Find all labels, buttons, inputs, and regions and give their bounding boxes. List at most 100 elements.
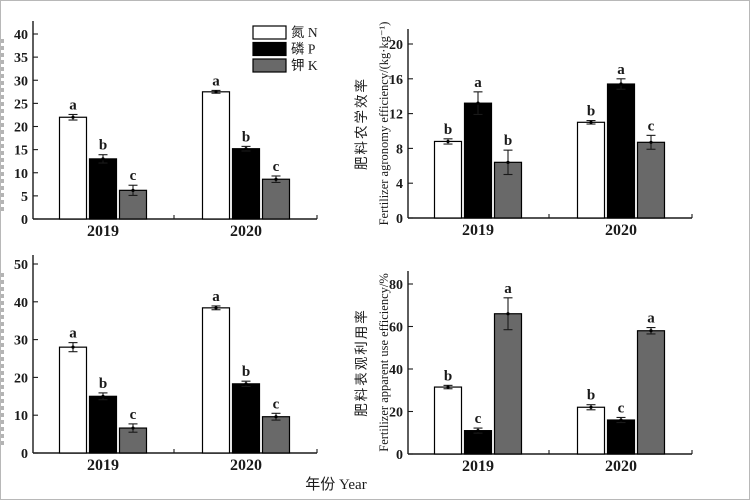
sig-letter: c bbox=[130, 407, 137, 423]
sig-letter: a bbox=[647, 311, 655, 327]
bar bbox=[261, 178, 291, 220]
legend-label: 磷 P bbox=[291, 42, 315, 57]
bar bbox=[636, 330, 666, 455]
year-label: 2019 bbox=[462, 458, 494, 475]
bar-chart-panel-top-right: 0 4 8 12 16 20 b b a a b c 2019 2020 肥料农学效率 Fertilizer … bbox=[353, 22, 693, 239]
y-tick-label: 35 bbox=[14, 51, 28, 66]
y-tick-label: 50 bbox=[14, 258, 28, 273]
mean-dot bbox=[214, 306, 218, 310]
y-tick-label: 20 bbox=[389, 38, 403, 53]
sig-letter: c bbox=[648, 118, 655, 134]
bar-chart-panel-bottom-right: 0 20 40 60 80 b b c c a a 2019 2020 肥料表观利用率 Fertilizer… bbox=[353, 271, 693, 475]
year-label: 2020 bbox=[605, 222, 637, 239]
sig-letter: c bbox=[475, 411, 482, 427]
legend-swatch bbox=[252, 58, 287, 73]
mean-dot bbox=[589, 405, 593, 409]
mean-dot bbox=[589, 120, 593, 124]
mean-dot bbox=[446, 139, 450, 144]
sig-letter: b bbox=[242, 129, 250, 145]
sig-letter: b bbox=[242, 364, 250, 380]
bar bbox=[261, 416, 291, 454]
mean-dot bbox=[274, 415, 278, 419]
y-tick-label: 80 bbox=[389, 278, 403, 293]
legend-label: 钾 K bbox=[291, 58, 318, 73]
sig-letter: b bbox=[587, 388, 595, 404]
bar-chart-panel-bottom-left: 0 10 20 30 40 50 a a b b c c 2019 2020 bbox=[1, 255, 318, 474]
bar bbox=[231, 148, 261, 220]
sig-letter: c bbox=[618, 400, 625, 416]
mean-dot bbox=[101, 394, 105, 398]
y-tick-label: 60 bbox=[389, 321, 403, 336]
mean-dot bbox=[131, 188, 135, 192]
mean-dot bbox=[506, 160, 510, 164]
y-tick-label: 40 bbox=[389, 363, 403, 378]
y-tick-label: 25 bbox=[14, 97, 28, 112]
legend-label: 氮 N bbox=[291, 25, 318, 40]
mean-dot bbox=[274, 177, 278, 181]
y-axis-title-cn: 肥料农学效率 bbox=[353, 77, 369, 170]
mean-dot bbox=[244, 147, 248, 151]
mean-dot bbox=[649, 140, 653, 144]
sig-letter: a bbox=[212, 289, 220, 305]
sig-letter: a bbox=[212, 73, 220, 89]
mean-dot bbox=[214, 90, 218, 94]
y-tick-label: 12 bbox=[389, 108, 403, 123]
sig-letter: a bbox=[504, 281, 512, 297]
bar bbox=[231, 383, 261, 454]
sig-letter: a bbox=[617, 62, 625, 78]
mean-dot bbox=[101, 157, 105, 161]
mean-dot bbox=[71, 345, 75, 349]
y-tick-label: 20 bbox=[389, 406, 403, 421]
bar bbox=[493, 313, 523, 455]
y-tick-label: 0 bbox=[21, 213, 28, 228]
y-axis-title-en: Fertilizer agronomy efficiency/(kg·kg⁻¹) bbox=[377, 22, 391, 226]
sig-letter: b bbox=[99, 376, 107, 392]
y-tick-label: 10 bbox=[14, 409, 28, 424]
sig-letter: b bbox=[587, 104, 595, 120]
legend-swatch bbox=[252, 41, 287, 57]
bar bbox=[58, 116, 88, 220]
bar bbox=[576, 406, 606, 455]
y-tick-label: 0 bbox=[396, 212, 403, 227]
bar bbox=[636, 141, 666, 219]
y-tick-label: 8 bbox=[396, 142, 403, 157]
y-tick-label: 40 bbox=[14, 296, 28, 311]
bar bbox=[606, 83, 636, 219]
y-tick-label: 30 bbox=[14, 74, 28, 89]
mean-dot bbox=[476, 429, 480, 433]
y-tick-label: 10 bbox=[14, 167, 28, 182]
sig-letter: b bbox=[504, 133, 512, 149]
x-axis-label: 年份 Year bbox=[305, 477, 367, 493]
y-axis-title-cn: 肥料表观利用率 bbox=[353, 308, 369, 417]
mean-dot bbox=[619, 82, 623, 86]
sig-letter: a bbox=[474, 75, 482, 91]
sig-letter: c bbox=[130, 168, 137, 184]
bar bbox=[606, 419, 636, 455]
year-label: 2020 bbox=[230, 457, 262, 474]
y-axis-title-en: Fertilizer apparent use efficiency/% bbox=[377, 273, 391, 452]
year-label: 2020 bbox=[605, 458, 637, 475]
bar-chart-panel-top-left: 0 5 10 15 20 25 30 35 40 a a b b c c 2019 2020 氮 N 磷 P钾 K bbox=[1, 21, 318, 240]
mean-dot bbox=[446, 385, 450, 389]
y-tick-label: 20 bbox=[14, 121, 28, 136]
sig-letter: b bbox=[444, 368, 452, 384]
bar bbox=[201, 307, 231, 454]
sig-letter: b bbox=[444, 122, 452, 138]
bar bbox=[463, 102, 493, 219]
sig-letter: a bbox=[69, 326, 77, 342]
sig-letter: a bbox=[69, 97, 77, 113]
y-tick-label: 40 bbox=[14, 28, 28, 43]
mean-dot bbox=[71, 115, 75, 119]
sig-letter: b bbox=[99, 138, 107, 154]
bar bbox=[58, 346, 88, 454]
sig-letter: c bbox=[273, 396, 280, 412]
bar bbox=[463, 430, 493, 455]
y-tick-label: 20 bbox=[14, 371, 28, 386]
year-label: 2019 bbox=[87, 457, 119, 474]
mean-dot bbox=[476, 101, 480, 105]
bar bbox=[576, 121, 606, 219]
year-label: 2019 bbox=[462, 222, 494, 239]
bar bbox=[88, 158, 118, 220]
mean-dot bbox=[131, 426, 135, 430]
